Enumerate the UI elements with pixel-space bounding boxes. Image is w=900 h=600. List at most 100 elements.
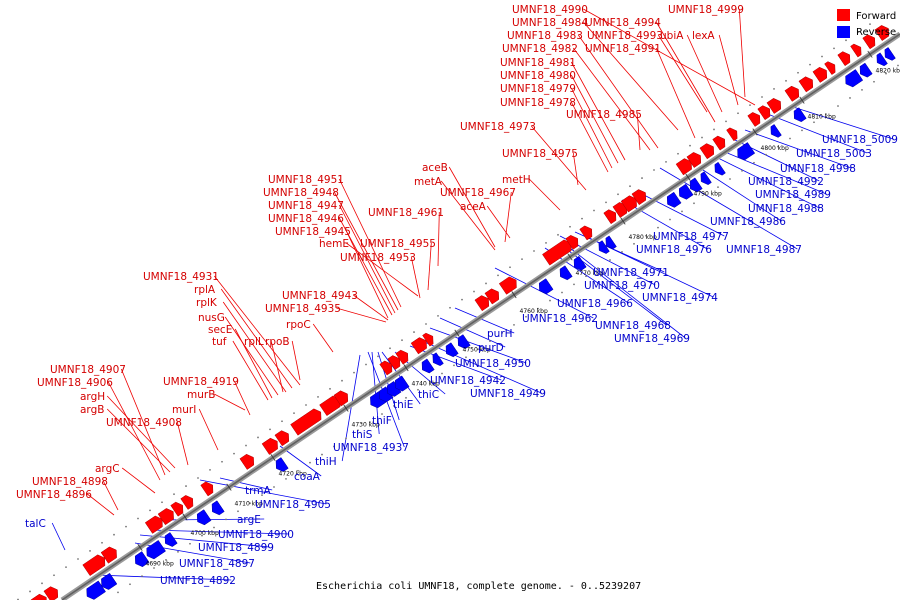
forward-gene-block[interactable]: [620, 195, 637, 213]
reverse-gene-label-umnf18-4899[interactable]: UMNF18_4899: [198, 542, 274, 554]
forward-gene-block[interactable]: [180, 495, 194, 510]
reverse-gene-label-umnf18-4966[interactable]: UMNF18_4966: [557, 298, 633, 310]
forward-gene-label-meta[interactable]: metA: [414, 176, 443, 188]
reverse-gene-block[interactable]: [666, 191, 682, 208]
reverse-gene-label-trma[interactable]: trmA: [245, 485, 271, 497]
reverse-gene-label-umnf18-4900[interactable]: UMNF18_4900: [218, 529, 294, 541]
reverse-gene-block[interactable]: [432, 352, 444, 367]
reverse-gene-block[interactable]: [598, 240, 610, 254]
forward-gene-label-umnf18-4951[interactable]: UMNF18_4951: [268, 174, 344, 186]
reverse-gene-label-umnf18-4942[interactable]: UMNF18_4942: [430, 375, 506, 387]
reverse-gene-block[interactable]: [770, 124, 782, 138]
reverse-gene-block[interactable]: [793, 107, 807, 123]
reverse-gene-block[interactable]: [164, 532, 178, 547]
reverse-gene-block[interactable]: [421, 358, 435, 374]
forward-gene-label-umnf18-4978[interactable]: UMNF18_4978: [500, 97, 576, 109]
reverse-gene-label-umnf18-4937[interactable]: UMNF18_4937: [333, 442, 409, 454]
reverse-gene-block[interactable]: [559, 265, 573, 281]
forward-gene-block[interactable]: [474, 295, 490, 312]
reverse-gene-label-thic[interactable]: thiC: [418, 389, 439, 401]
forward-gene-label-umnf18-4945[interactable]: UMNF18_4945: [275, 226, 351, 238]
forward-gene-label-umnf18-4961[interactable]: UMNF18_4961: [368, 207, 444, 219]
forward-gene-label-umnf18-4991[interactable]: UMNF18_4991: [585, 43, 661, 55]
forward-gene-block[interactable]: [726, 127, 738, 142]
forward-gene-label-rpoc[interactable]: rpoC: [286, 319, 311, 331]
forward-gene-label-umnf18-4983[interactable]: UMNF18_4983: [507, 30, 583, 42]
forward-gene-block[interactable]: [387, 355, 401, 371]
forward-gene-label-umnf18-4935[interactable]: UMNF18_4935: [265, 303, 341, 315]
reverse-gene-block[interactable]: [196, 509, 212, 526]
forward-gene-label-umnf18-4981[interactable]: UMNF18_4981: [500, 57, 576, 69]
reverse-gene-label-purd[interactable]: purD: [478, 342, 504, 354]
forward-gene-label-argh[interactable]: argH: [80, 391, 105, 403]
reverse-gene-label-umnf18-5009[interactable]: UMNF18_5009: [822, 134, 898, 146]
forward-gene-label-rpob[interactable]: rpoB: [265, 336, 290, 348]
reverse-gene-label-purh[interactable]: purH: [487, 328, 513, 340]
reverse-gene-label-this[interactable]: thiS: [352, 429, 373, 441]
reverse-gene-label-umnf18-4989[interactable]: UMNF18_4989: [755, 189, 831, 201]
forward-gene-block[interactable]: [712, 135, 726, 151]
forward-gene-label-lexa[interactable]: lexA: [692, 30, 715, 42]
forward-gene-label-acea[interactable]: aceA: [460, 201, 487, 213]
forward-gene-block[interactable]: [837, 51, 851, 67]
forward-gene-block[interactable]: [200, 481, 214, 497]
forward-gene-label-umnf18-4896[interactable]: UMNF18_4896: [16, 489, 92, 501]
reverse-gene-block[interactable]: [146, 540, 166, 560]
forward-gene-block[interactable]: [43, 586, 59, 600]
forward-gene-label-rpll[interactable]: rplL: [244, 336, 264, 348]
forward-gene-block[interactable]: [874, 25, 890, 41]
reverse-gene-block[interactable]: [457, 334, 471, 350]
reverse-gene-label-umnf18-4892[interactable]: UMNF18_4892: [160, 575, 236, 587]
reverse-gene-label-talc[interactable]: talC: [25, 518, 46, 530]
reverse-gene-label-umnf18-4986[interactable]: UMNF18_4986: [710, 216, 786, 228]
forward-gene-label-umnf18-4980[interactable]: UMNF18_4980: [500, 70, 576, 82]
reverse-gene-label-umnf18-4968[interactable]: UMNF18_4968: [595, 320, 671, 332]
reverse-gene-block[interactable]: [714, 161, 726, 176]
reverse-gene-label-umnf18-4992[interactable]: UMNF18_4992: [748, 176, 824, 188]
forward-gene-label-umnf18-4919[interactable]: UMNF18_4919: [163, 376, 239, 388]
forward-gene-block[interactable]: [170, 501, 184, 517]
forward-gene-block[interactable]: [239, 453, 255, 470]
forward-gene-label-umnf18-4993[interactable]: UMNF18_4993: [587, 30, 663, 42]
reverse-gene-label-thif[interactable]: thiF: [372, 415, 392, 427]
forward-gene-block[interactable]: [157, 508, 174, 526]
forward-gene-block[interactable]: [274, 430, 290, 447]
forward-gene-block[interactable]: [484, 288, 500, 305]
forward-gene-label-ubia[interactable]: ubiA: [660, 30, 684, 42]
reverse-gene-label-umnf18-4897[interactable]: UMNF18_4897: [179, 558, 255, 570]
reverse-gene-block[interactable]: [689, 177, 703, 193]
forward-gene-label-umnf18-4906[interactable]: UMNF18_4906: [37, 377, 113, 389]
reverse-gene-block[interactable]: [445, 342, 459, 358]
reverse-gene-block[interactable]: [275, 457, 289, 472]
forward-gene-label-rplk[interactable]: rplK: [196, 297, 218, 309]
reverse-gene-label-thih[interactable]: thiH: [315, 456, 337, 468]
reverse-gene-label-umnf18-4976[interactable]: UMNF18_4976: [636, 244, 712, 256]
forward-gene-label-umnf18-4908[interactable]: UMNF18_4908: [106, 417, 182, 429]
forward-gene-label-umnf18-4947[interactable]: UMNF18_4947: [268, 200, 344, 212]
reverse-gene-label-umnf18-4905[interactable]: UMNF18_4905: [255, 499, 331, 511]
forward-gene-block[interactable]: [812, 66, 828, 83]
forward-gene-block[interactable]: [699, 143, 715, 160]
reverse-gene-block[interactable]: [394, 375, 410, 392]
reverse-gene-label-umnf18-4988[interactable]: UMNF18_4988: [748, 203, 824, 215]
forward-gene-block[interactable]: [410, 337, 427, 355]
forward-gene-label-umnf18-4967[interactable]: UMNF18_4967: [440, 187, 516, 199]
forward-gene-block[interactable]: [82, 554, 106, 576]
forward-gene-block[interactable]: [579, 225, 593, 241]
forward-gene-label-umnf18-4994[interactable]: UMNF18_4994: [585, 17, 661, 29]
forward-gene-block[interactable]: [30, 593, 47, 600]
forward-gene-block[interactable]: [766, 98, 782, 114]
forward-gene-label-heme[interactable]: hemE: [319, 238, 349, 250]
forward-gene-block[interactable]: [824, 61, 836, 75]
forward-gene-label-umnf18-4984[interactable]: UMNF18_4984: [512, 17, 588, 29]
reverse-gene-block[interactable]: [678, 183, 694, 200]
forward-gene-label-umnf18-4948[interactable]: UMNF18_4948: [263, 187, 339, 199]
reverse-gene-block[interactable]: [876, 52, 888, 67]
forward-gene-block[interactable]: [798, 76, 814, 93]
forward-gene-block[interactable]: [333, 390, 349, 407]
forward-gene-label-meth[interactable]: metH: [502, 174, 531, 186]
reverse-gene-label-umnf18-4950[interactable]: UMNF18_4950: [455, 358, 531, 370]
forward-gene-label-umnf18-4907[interactable]: UMNF18_4907: [50, 364, 126, 376]
reverse-gene-label-umnf18-4977[interactable]: UMNF18_4977: [653, 231, 729, 243]
forward-gene-block[interactable]: [850, 43, 862, 58]
